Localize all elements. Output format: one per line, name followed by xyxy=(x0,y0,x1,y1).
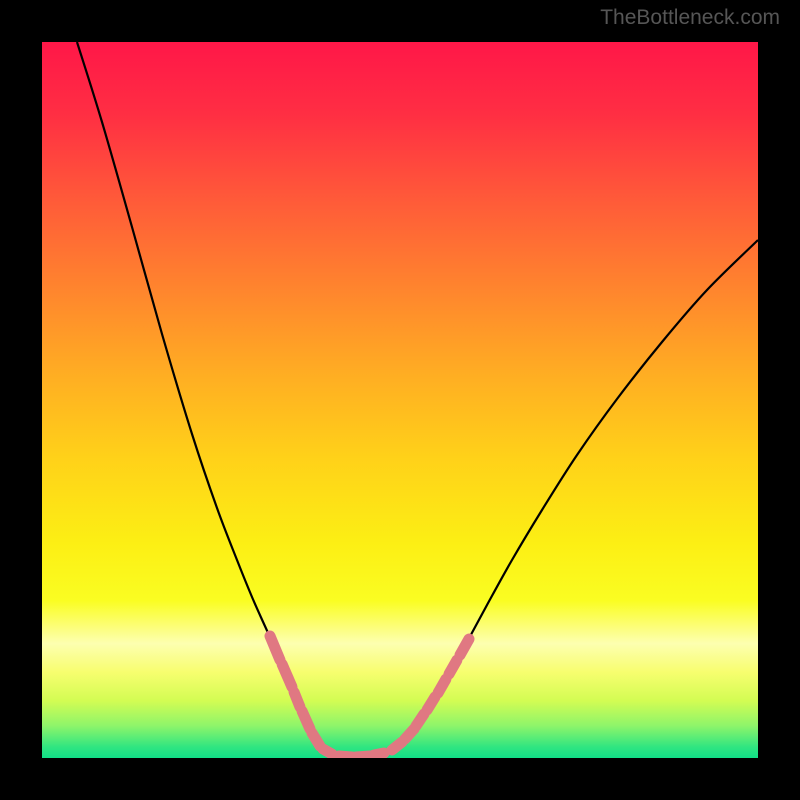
highlight-segment xyxy=(270,636,280,660)
bottleneck-curve xyxy=(77,42,758,757)
chart-frame: TheBottleneck.com xyxy=(0,0,800,800)
highlight-segment xyxy=(282,664,292,687)
plot-area xyxy=(42,42,758,758)
highlight-segment xyxy=(405,729,414,739)
highlight-segment xyxy=(374,753,384,755)
highlight-segment xyxy=(460,639,469,655)
highlight-segment xyxy=(339,756,352,757)
highlight-segment xyxy=(294,692,300,707)
highlight-segment xyxy=(416,714,424,726)
highlight-segment xyxy=(312,733,320,746)
highlight-segment xyxy=(449,660,457,674)
watermark-text: TheBottleneck.com xyxy=(600,6,780,30)
highlight-segment xyxy=(323,749,332,754)
chart-svg xyxy=(42,42,758,758)
highlight-segment xyxy=(302,711,310,729)
highlight-segment xyxy=(356,756,370,757)
highlight-segment xyxy=(427,697,435,710)
highlight-segment xyxy=(438,679,446,693)
highlight-segment xyxy=(392,742,402,750)
